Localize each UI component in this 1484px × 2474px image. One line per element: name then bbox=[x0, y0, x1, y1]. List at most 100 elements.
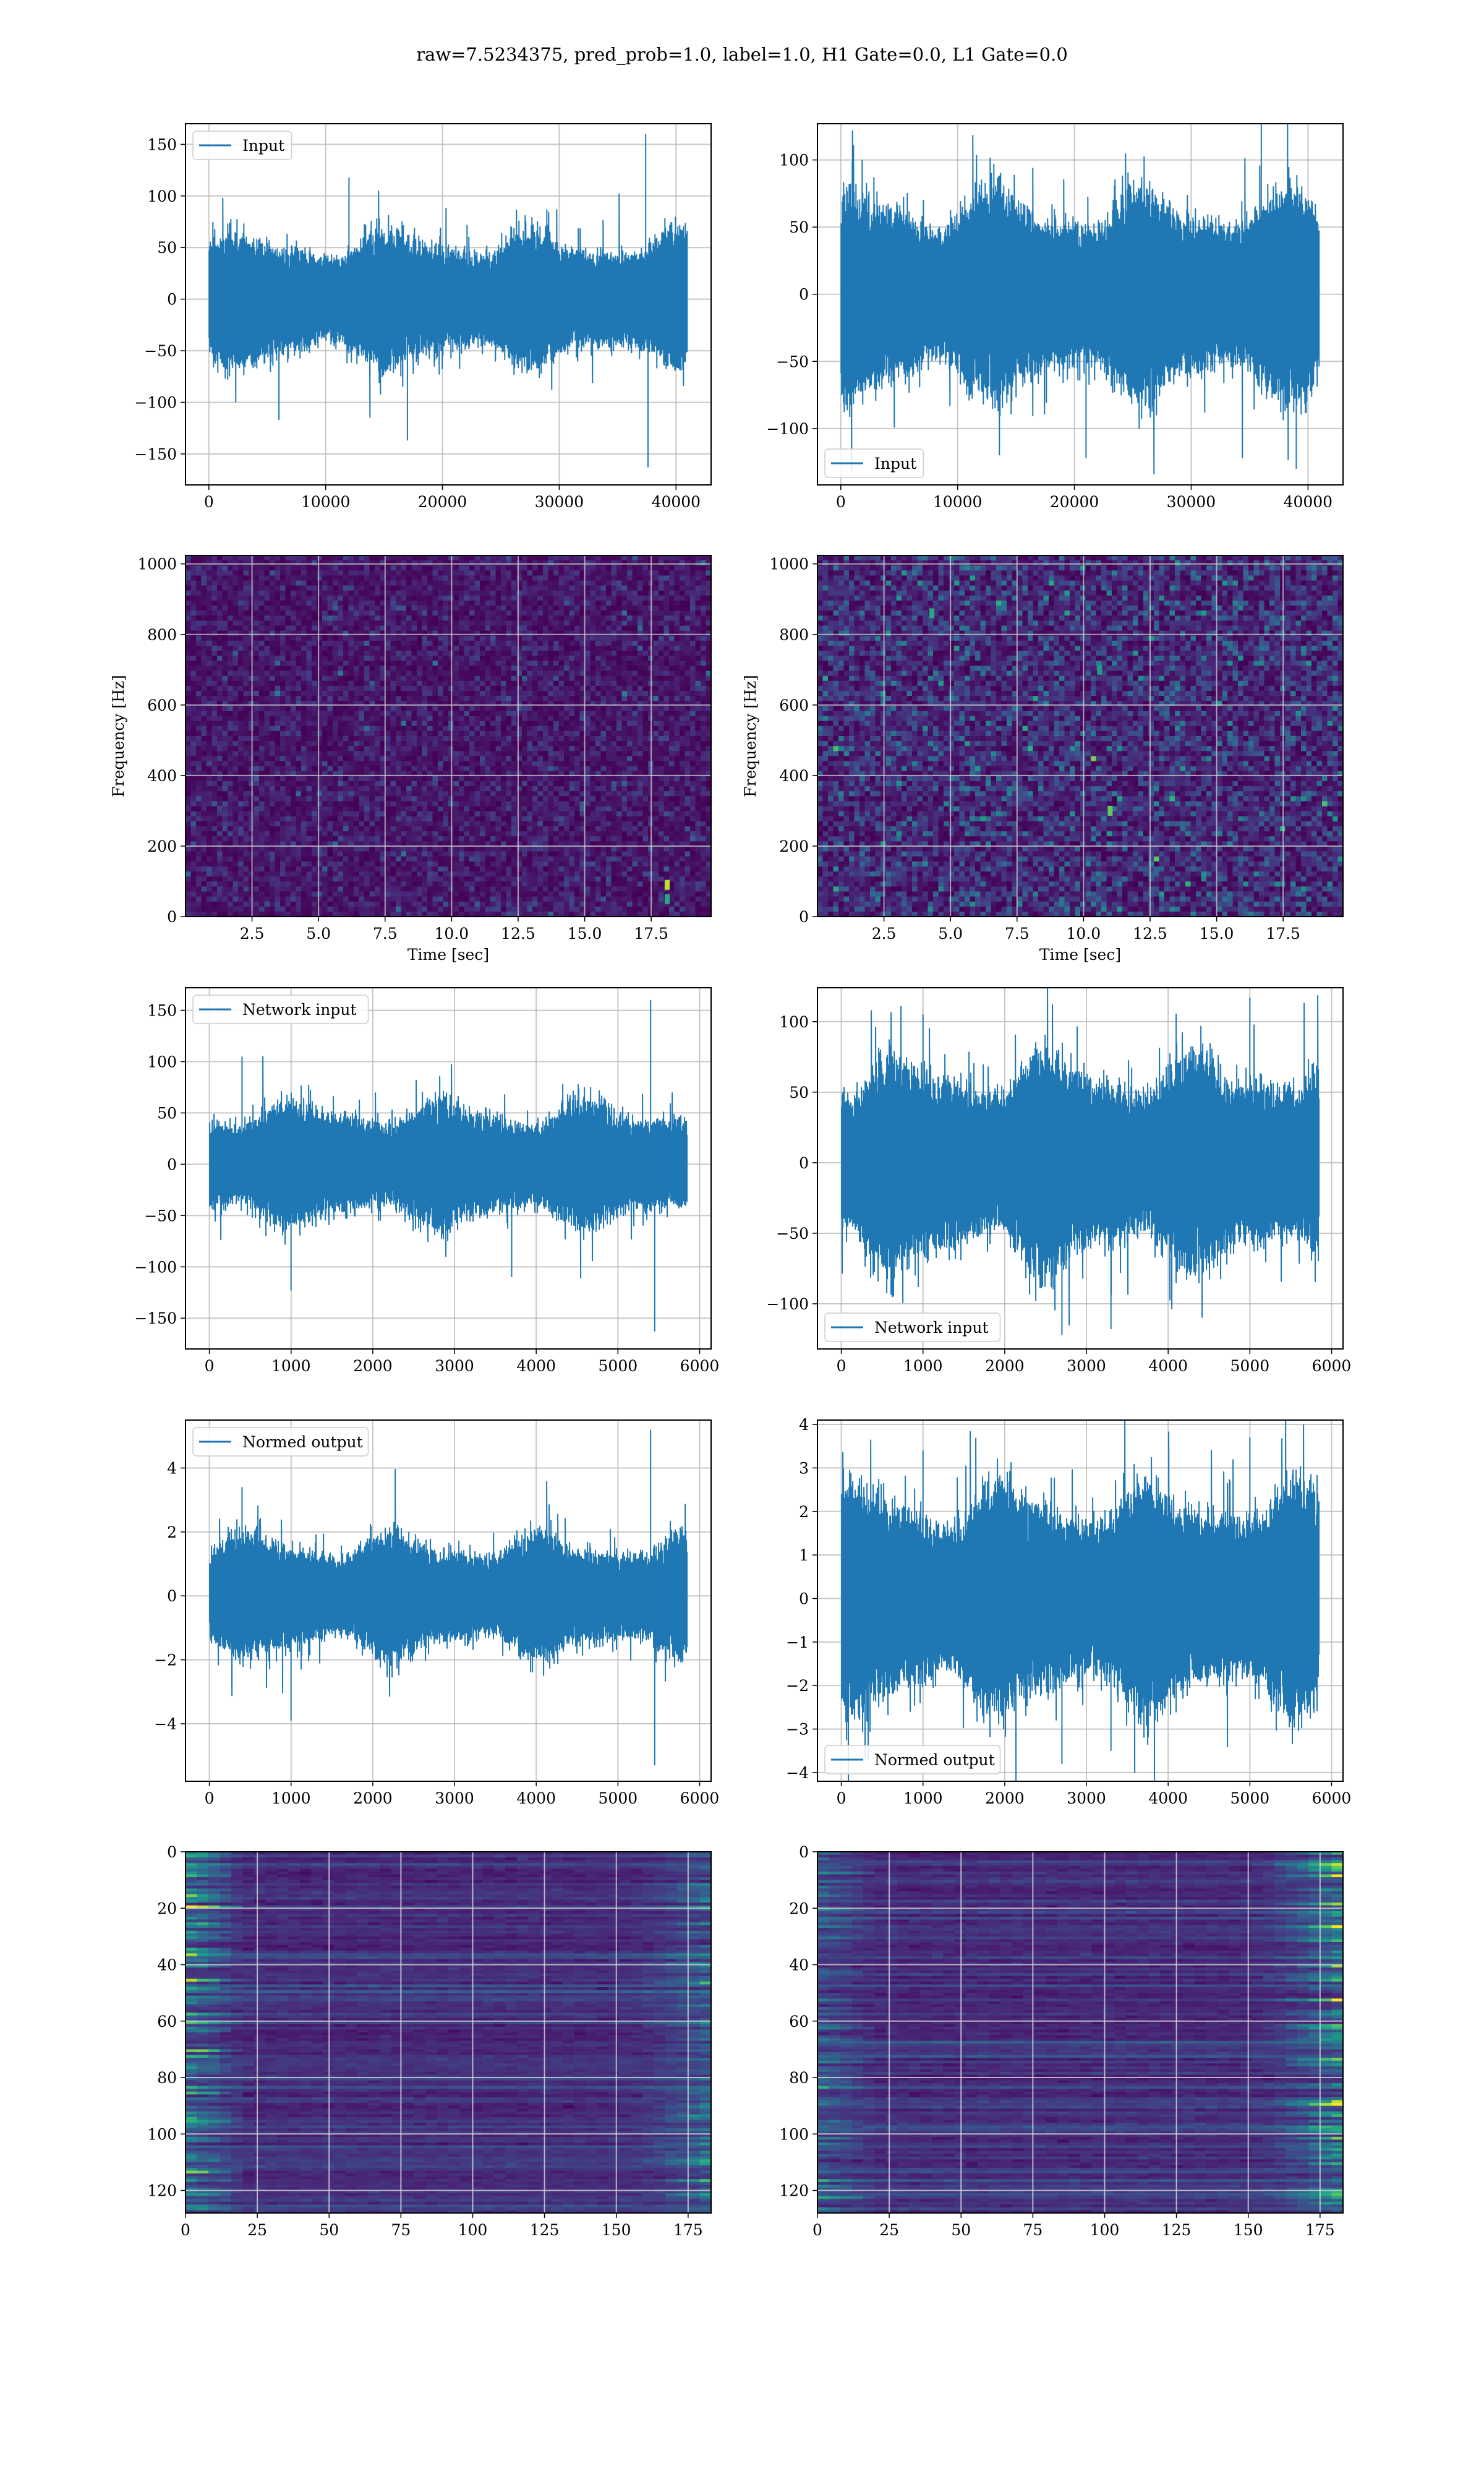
spectrogram-cell bbox=[417, 691, 422, 696]
spectrogram-cell bbox=[375, 615, 380, 621]
spectrogram-cell bbox=[643, 586, 649, 591]
spectrogram-cell bbox=[433, 555, 438, 561]
spectrogram-cell bbox=[548, 696, 554, 701]
spectrogram-cell bbox=[286, 706, 291, 711]
spectrogram-cell bbox=[207, 615, 212, 621]
spectrogram-cell bbox=[538, 651, 544, 656]
spectrogram-cell bbox=[511, 651, 517, 656]
spectrogram-cell bbox=[212, 756, 218, 761]
spectrogram-cell bbox=[464, 575, 470, 581]
spectrogram-cell bbox=[616, 776, 622, 782]
spectrogram-cell bbox=[638, 651, 643, 656]
spectrogram-cell bbox=[217, 656, 223, 661]
spectrogram-cell bbox=[669, 631, 675, 636]
spectrogram-cell bbox=[675, 716, 680, 722]
spectrogram-cell bbox=[317, 746, 323, 751]
spectrogram-cell bbox=[427, 626, 433, 631]
spectrogram-cell bbox=[217, 570, 223, 576]
spectrogram-cell bbox=[396, 646, 401, 651]
spectrogram-cell bbox=[359, 716, 365, 722]
spectrogram-cell bbox=[217, 620, 223, 626]
spectrogram-cell bbox=[496, 711, 501, 716]
spectrogram-cell bbox=[506, 741, 512, 747]
spectrogram-cell bbox=[643, 746, 649, 751]
spectrogram-cell bbox=[543, 610, 548, 616]
spectrogram-cell bbox=[217, 726, 223, 732]
spectrogram-cell bbox=[275, 631, 281, 636]
spectrogram-cell bbox=[696, 570, 701, 576]
spectrogram-cell bbox=[480, 560, 485, 566]
spectrogram-cell bbox=[254, 736, 260, 742]
spectrogram-cell bbox=[633, 671, 638, 677]
spectrogram-cell bbox=[370, 726, 375, 732]
spectrogram-cell bbox=[559, 596, 565, 601]
spectrogram-cell bbox=[638, 711, 643, 716]
spectrogram-cell bbox=[469, 555, 475, 561]
spectrogram-cell bbox=[322, 696, 328, 701]
spectrogram-cell bbox=[543, 726, 548, 732]
spectrogram-cell bbox=[280, 691, 286, 696]
spectrogram-cell bbox=[359, 661, 365, 666]
spectrogram-cell bbox=[307, 796, 312, 802]
spectrogram-cell bbox=[627, 731, 633, 737]
spectrogram-cell bbox=[186, 716, 191, 722]
spectrogram-cell bbox=[538, 786, 544, 792]
spectrogram-cell bbox=[701, 731, 706, 737]
spectrogram-cell bbox=[354, 696, 359, 701]
spectrogram-cell bbox=[680, 581, 685, 586]
spectrogram-cell bbox=[459, 716, 464, 722]
spectrogram-cell bbox=[233, 786, 239, 792]
spectrogram-cell bbox=[354, 565, 359, 571]
spectrogram-cell bbox=[401, 706, 407, 711]
spectrogram-cell bbox=[202, 601, 207, 606]
spectrogram-cell bbox=[664, 776, 670, 782]
spectrogram-cell bbox=[364, 741, 370, 747]
spectrogram-cell bbox=[417, 656, 422, 661]
spectrogram-cell bbox=[485, 731, 491, 737]
spectrogram-cell bbox=[701, 581, 706, 586]
spectrogram-cell bbox=[391, 716, 396, 722]
spectrogram-cell bbox=[259, 575, 265, 581]
spectrogram-cell bbox=[364, 731, 370, 737]
spectrogram-cell bbox=[202, 716, 207, 722]
spectrogram-cell bbox=[238, 781, 244, 787]
spectrogram-cell bbox=[401, 586, 407, 591]
spectrogram-cell bbox=[443, 781, 449, 787]
spectrogram-cell bbox=[280, 626, 286, 631]
spectrogram-cell bbox=[480, 651, 485, 656]
spectrogram-cell bbox=[343, 786, 349, 792]
spectrogram-cell bbox=[296, 596, 302, 601]
spectrogram-cell bbox=[438, 591, 443, 596]
spectrogram-cell bbox=[244, 686, 249, 691]
spectrogram-cell bbox=[454, 651, 459, 656]
spectrogram-cell bbox=[270, 691, 275, 696]
spectrogram-cell bbox=[538, 696, 544, 701]
spectrogram-cell bbox=[511, 731, 517, 737]
spectrogram-cell bbox=[690, 646, 696, 651]
spectrogram-cell bbox=[270, 591, 275, 596]
spectrogram-cell bbox=[370, 560, 375, 566]
spectrogram-cell bbox=[538, 596, 544, 601]
spectrogram-cell bbox=[322, 761, 328, 767]
spectrogram-cell bbox=[506, 786, 512, 792]
spectrogram-cell bbox=[601, 651, 607, 656]
spectrogram-cell bbox=[601, 761, 607, 767]
spectrogram-cell bbox=[238, 796, 244, 802]
spectrogram-cell bbox=[265, 615, 270, 621]
spectrogram-cell bbox=[354, 751, 359, 756]
spectrogram-cell bbox=[280, 596, 286, 601]
spectrogram-cell bbox=[322, 746, 328, 751]
spectrogram-cell bbox=[406, 751, 412, 756]
spectrogram-cell bbox=[522, 676, 527, 682]
spectrogram-cell bbox=[622, 606, 628, 611]
spectrogram-cell bbox=[701, 756, 706, 761]
spectrogram-cell bbox=[511, 796, 517, 802]
spectrogram-cell bbox=[233, 631, 239, 636]
spectrogram-cell bbox=[501, 570, 506, 576]
spectrogram-cell bbox=[385, 791, 391, 797]
spectrogram-cell bbox=[538, 796, 544, 802]
spectrogram-cell bbox=[548, 746, 554, 751]
spectrogram-cell bbox=[669, 656, 675, 661]
spectrogram-cell bbox=[664, 736, 670, 742]
spectrogram-cell bbox=[522, 631, 527, 636]
